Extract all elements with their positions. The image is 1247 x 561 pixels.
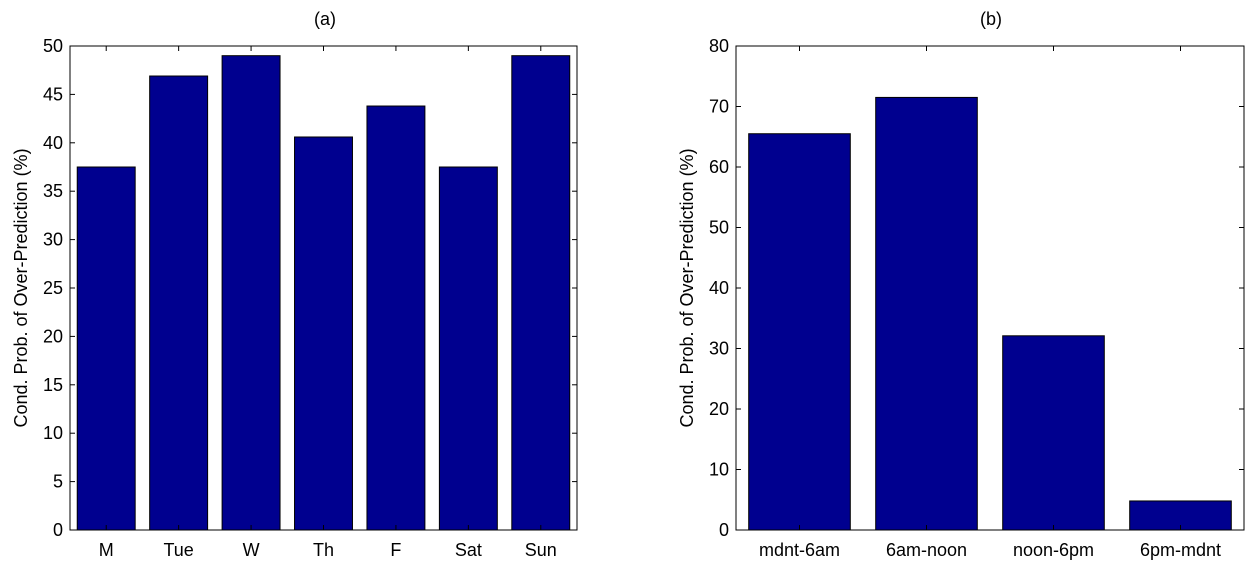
y-tick-label-a-7: 35: [43, 181, 63, 201]
y-tick-label-b-6: 60: [709, 157, 729, 177]
y-tick-label-a-10: 50: [43, 36, 63, 56]
bar-b-1: [875, 96, 978, 531]
x-tick-label-a-1: Tue: [163, 540, 193, 560]
y-axis-label-b: Cond. Prob. of Over-Prediction (%): [677, 148, 697, 427]
x-tick-label-a-4: F: [390, 540, 401, 560]
bars-group-a: M Tue W Th F Sat Sun 0 5 10 15 20 25 30 35 40 45 50: [43, 36, 577, 560]
y-tick-label-a-2: 10: [43, 423, 63, 443]
y-tick-label-a-9: 45: [43, 84, 63, 104]
bar-a-2: [221, 55, 281, 531]
chart-panel-a: (a) Cond. Prob. of Over-Prediction (%) M…: [11, 9, 578, 560]
y-tick-label-b-1: 10: [709, 460, 729, 480]
bar-a-3: [294, 136, 353, 531]
x-tick-label-a-6: Sun: [525, 540, 557, 560]
bar-a-0: [76, 166, 136, 531]
chart-panel-b: (b) Cond. Prob. of Over-Prediction (%) m…: [677, 9, 1245, 560]
y-tick-label-a-5: 25: [43, 278, 63, 298]
y-tick-label-b-3: 30: [709, 339, 729, 359]
chart-title-a: (a): [314, 9, 336, 29]
bar-a-5: [438, 166, 498, 531]
plot-frame-b: [735, 45, 1245, 531]
y-tick-label-a-0: 0: [53, 520, 63, 540]
bar-b-0: [748, 133, 851, 531]
bar-b-2: [1002, 335, 1105, 531]
y-tick-label-b-0: 0: [719, 520, 729, 540]
y-tick-label-b-7: 70: [709, 97, 729, 117]
y-tick-label-b-2: 20: [709, 399, 729, 419]
bar-a-1: [149, 75, 209, 531]
x-tick-label-b-1: 6am-noon: [886, 540, 967, 560]
y-tick-label-a-4: 20: [43, 326, 63, 346]
y-tick-label-b-4: 40: [709, 278, 729, 298]
bar-a-4: [366, 105, 426, 531]
x-tick-label-a-0: M: [99, 540, 114, 560]
plot-frame-a: [69, 45, 578, 531]
y-tick-label-a-1: 5: [53, 472, 63, 492]
x-tick-label-a-2: W: [243, 540, 260, 560]
x-tick-label-a-3: Th: [313, 540, 334, 560]
y-tick-label-a-6: 30: [43, 230, 63, 250]
x-tick-label-a-5: Sat: [455, 540, 482, 560]
y-tick-label-a-3: 15: [43, 375, 63, 395]
y-tick-label-b-8: 80: [709, 36, 729, 56]
x-tick-label-b-2: noon-6pm: [1013, 540, 1094, 560]
y-tick-label-b-5: 50: [709, 218, 729, 238]
chart-title-b: (b): [980, 9, 1002, 29]
x-tick-label-b-0: mdnt-6am: [759, 540, 840, 560]
y-axis-label-a: Cond. Prob. of Over-Prediction (%): [11, 148, 31, 427]
bars-group-b: mdnt-6am 6am-noon noon-6pm 6pm-mdnt 0 10 20 30 4…: [709, 36, 1244, 560]
bar-a-6: [511, 55, 571, 531]
x-tick-label-b-3: 6pm-mdnt: [1140, 540, 1221, 560]
y-tick-label-a-8: 40: [43, 133, 63, 153]
